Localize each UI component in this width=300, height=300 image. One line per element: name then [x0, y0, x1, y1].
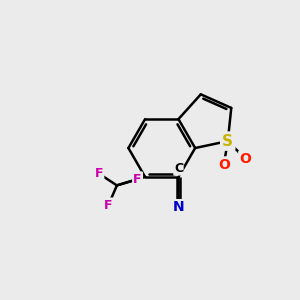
- Text: F: F: [133, 173, 142, 186]
- Text: C: C: [174, 162, 183, 175]
- Text: S: S: [222, 134, 233, 148]
- Text: N: N: [173, 200, 184, 214]
- Text: O: O: [218, 158, 230, 172]
- Text: F: F: [104, 199, 112, 212]
- Text: O: O: [239, 152, 251, 166]
- Text: F: F: [94, 167, 103, 180]
